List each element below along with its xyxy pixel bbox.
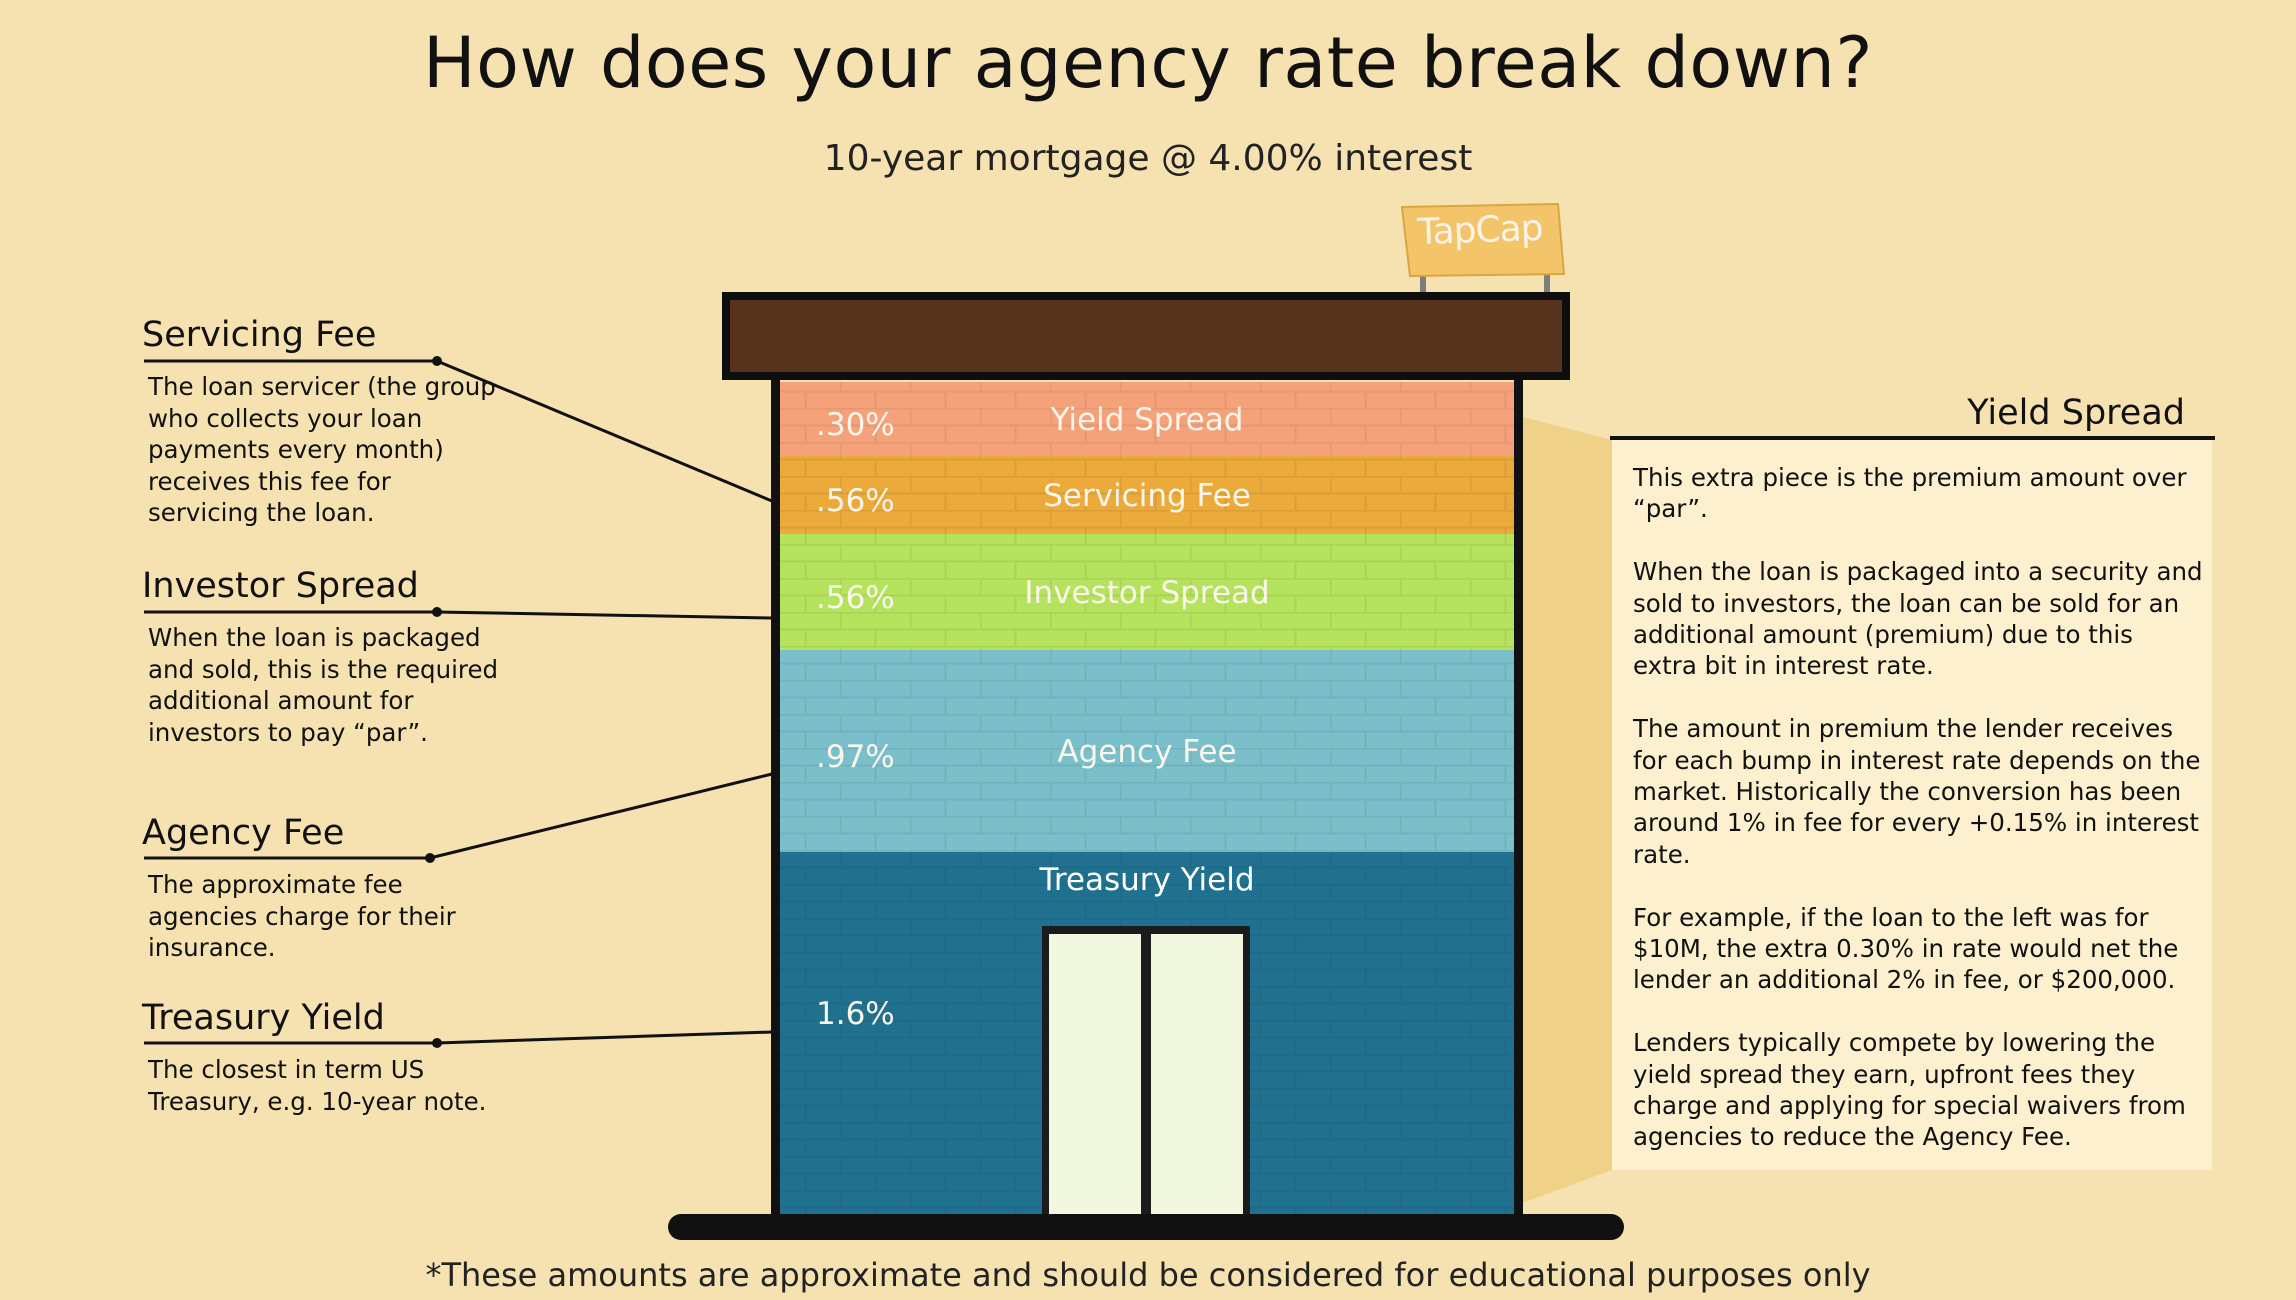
- annotation-treasury-yield: Treasury Yield The closest in term US Tr…: [142, 998, 502, 1117]
- annotation-servicing-fee: Servicing Fee The loan servicer (the gro…: [142, 315, 502, 529]
- page-title: How does your agency rate break down?: [423, 22, 1873, 104]
- callout-paragraph: The amount in premium the lender receive…: [1633, 714, 2201, 869]
- tapcap-logo: TapCap: [1416, 207, 1544, 254]
- band-value-label: .56%: [816, 483, 895, 519]
- callout-paragraph: Lenders typically compete by lowering th…: [1633, 1028, 2186, 1152]
- building-roof: [722, 292, 1570, 380]
- band-name-label: Yield Spread: [1050, 402, 1244, 438]
- annotation-agency-fee: Agency Fee The approximate fee agencies …: [142, 813, 502, 964]
- annotation-investor-spread: Investor Spread When the loan is package…: [142, 566, 502, 748]
- band-value-label: .97%: [816, 739, 895, 775]
- band-name-label: Servicing Fee: [1043, 478, 1251, 514]
- callout-paragraph: When the loan is packaged into a securit…: [1633, 557, 2203, 681]
- annotation-title: Treasury Yield: [142, 998, 385, 1038]
- band-value-label: 1.6%: [816, 996, 895, 1032]
- footnote: *These amounts are approximate and shoul…: [425, 1256, 1871, 1294]
- callout-body: This extra piece is the premium amount o…: [1633, 462, 2203, 1184]
- building-wall-right: [1514, 372, 1523, 1220]
- annotation-body: When the loan is packaged and sold, this…: [148, 623, 499, 747]
- band-value-label: .30%: [816, 407, 895, 443]
- callout-paragraph: For example, if the loan to the left was…: [1633, 902, 2179, 995]
- annotation-body: The loan servicer (the group who collect…: [148, 372, 496, 527]
- building-wall-left: [771, 372, 780, 1220]
- band-name-label: Agency Fee: [1057, 734, 1236, 770]
- callout-title: Yield Spread: [1967, 393, 2185, 433]
- ground-line: [668, 1214, 1624, 1240]
- leader-lines: [144, 359, 773, 1045]
- annotation-title: Agency Fee: [142, 813, 345, 853]
- band-value-label: .56%: [816, 580, 895, 616]
- annotation-title: Servicing Fee: [142, 315, 377, 355]
- callout-paragraph: This extra piece is the premium amount o…: [1633, 463, 2187, 524]
- annotation-body: The closest in term US Treasury, e.g. 10…: [148, 1055, 487, 1116]
- annotation-body: The approximate fee agencies charge for …: [148, 870, 456, 962]
- annotation-title: Investor Spread: [142, 566, 419, 606]
- page-subtitle: 10-year mortgage @ 4.00% interest: [823, 138, 1473, 179]
- band-name-label: Treasury Yield: [1038, 862, 1254, 898]
- callout-box: [1612, 440, 2212, 1170]
- building-door: [1042, 926, 1250, 1218]
- band-name-label: Investor Spread: [1024, 575, 1269, 611]
- rooftop-sign: [1400, 202, 1566, 292]
- leader-dots: [425, 356, 442, 1048]
